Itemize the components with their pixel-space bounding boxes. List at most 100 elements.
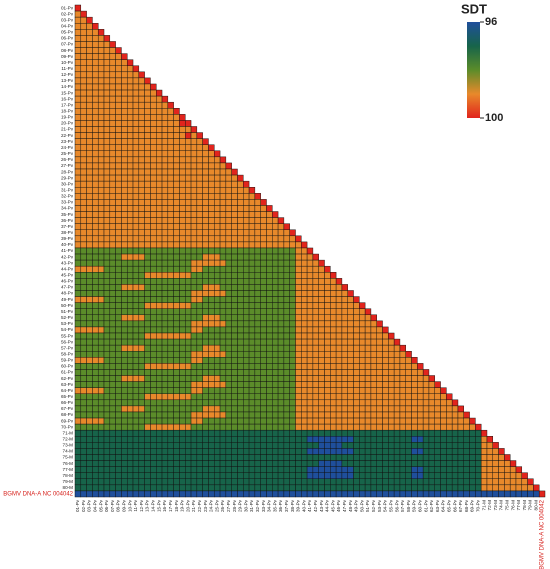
cell — [132, 77, 140, 85]
cell — [405, 466, 412, 473]
cell — [289, 296, 296, 303]
cell — [74, 338, 82, 346]
cell — [428, 381, 435, 388]
cell — [422, 484, 430, 492]
cell — [417, 405, 424, 413]
cell — [254, 472, 261, 480]
cell — [335, 338, 343, 346]
cell — [86, 363, 93, 370]
cell — [86, 490, 93, 498]
cell — [126, 302, 134, 309]
cell — [92, 205, 99, 212]
row-label: 39-Pv — [61, 236, 74, 241]
cell — [132, 442, 140, 449]
cell — [214, 150, 221, 158]
cell — [74, 460, 82, 467]
cell — [132, 247, 140, 255]
cell — [457, 436, 464, 443]
cell — [353, 350, 360, 358]
cell — [231, 393, 238, 401]
cell — [214, 399, 221, 407]
cell — [272, 332, 279, 340]
cell — [185, 217, 192, 224]
column-label: 30-Pv — [243, 499, 248, 512]
cell — [161, 381, 169, 388]
cell — [190, 375, 198, 382]
cell — [132, 350, 140, 358]
cell — [446, 466, 453, 473]
cell — [126, 284, 134, 291]
cell — [486, 466, 494, 473]
cell — [283, 417, 290, 425]
cell — [214, 314, 221, 322]
cell — [225, 429, 232, 437]
cell — [353, 314, 360, 322]
cell — [370, 448, 377, 455]
cell — [92, 223, 99, 230]
cell — [237, 460, 244, 467]
cell — [260, 217, 267, 224]
cell — [399, 411, 406, 419]
cell — [126, 417, 134, 425]
cell — [80, 108, 87, 115]
cell — [370, 344, 377, 352]
cell — [144, 320, 151, 328]
cell — [434, 448, 441, 455]
cell — [225, 363, 232, 370]
cell — [121, 484, 128, 492]
cell — [457, 484, 464, 492]
cell — [353, 436, 360, 443]
cell — [318, 442, 325, 449]
cell — [144, 247, 151, 255]
cell — [86, 442, 93, 449]
cell — [126, 375, 134, 382]
cell — [283, 478, 290, 486]
cell — [451, 423, 459, 431]
cell — [248, 393, 256, 401]
cell — [277, 484, 285, 492]
cell — [231, 448, 238, 455]
cell — [202, 454, 209, 461]
cell — [318, 478, 325, 486]
cell — [74, 199, 82, 206]
cell — [115, 235, 122, 243]
cell — [237, 272, 244, 279]
cell — [86, 411, 93, 419]
cell — [480, 484, 488, 492]
cell — [97, 423, 105, 431]
cell — [231, 466, 238, 473]
cell — [237, 284, 244, 291]
cell — [138, 387, 145, 394]
cell — [312, 350, 319, 358]
cell — [422, 393, 430, 401]
cell — [376, 338, 383, 346]
cell — [138, 138, 145, 145]
cell — [283, 241, 290, 249]
cell — [173, 466, 180, 473]
cell — [295, 296, 302, 303]
cell — [306, 454, 314, 461]
cell — [364, 472, 372, 480]
cell — [138, 308, 145, 316]
cell — [121, 156, 128, 164]
cell — [126, 314, 134, 322]
cell — [80, 205, 87, 212]
cell — [289, 332, 296, 340]
cell — [347, 448, 354, 455]
cell — [121, 369, 128, 376]
cell — [115, 162, 122, 170]
cell — [341, 454, 348, 461]
column-label: 19-Pv — [180, 499, 185, 512]
cell — [457, 442, 464, 449]
cell — [92, 186, 99, 194]
cell — [312, 272, 319, 279]
cell — [266, 375, 273, 382]
cell — [422, 478, 430, 486]
cell — [422, 460, 430, 467]
cell — [243, 229, 250, 237]
cell — [347, 290, 354, 297]
cell — [86, 211, 93, 218]
cell — [434, 466, 441, 473]
cell — [272, 484, 279, 492]
cell — [126, 132, 134, 139]
